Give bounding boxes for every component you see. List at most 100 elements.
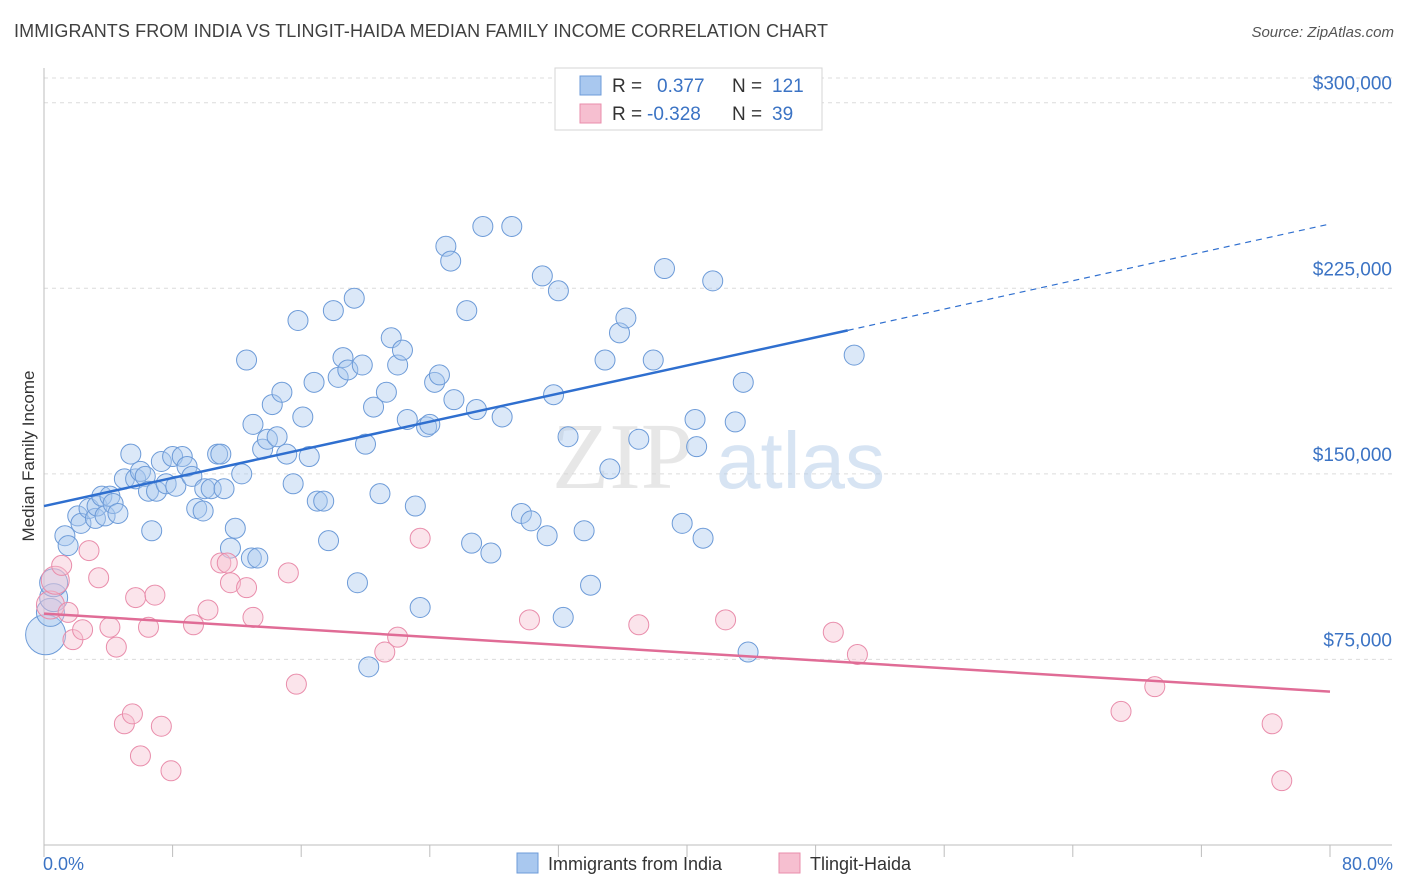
y-tick-label: $225,000 (1313, 259, 1392, 280)
point-india (213, 478, 235, 500)
point-tlingit (219, 572, 241, 594)
point-india (671, 512, 693, 534)
point-tlingit (285, 673, 307, 695)
legend-tlingit-n-value: 39 (772, 104, 793, 125)
legend-tlingit-n-label: N = (732, 104, 762, 125)
point-india (240, 547, 262, 569)
legend-india-r-label: R = (612, 76, 642, 97)
point-tlingit (242, 606, 264, 628)
point-india (375, 381, 397, 403)
point-india (346, 572, 368, 594)
chart-title: IMMIGRANTS FROM INDIA VS TLINGIT-HAIDA M… (14, 21, 829, 41)
point-india (94, 505, 116, 527)
point-india (520, 510, 542, 532)
watermark-atlas: atlas (716, 416, 885, 505)
point-india (242, 413, 264, 435)
point-tlingit (822, 621, 844, 643)
legend-india-n-label: N = (732, 76, 762, 97)
point-india (200, 478, 222, 500)
point-india (599, 458, 621, 480)
point-india (573, 520, 595, 542)
point-tlingit (236, 577, 258, 599)
point-india (358, 656, 380, 678)
legend-swatch-tlingit (579, 103, 602, 124)
point-india (318, 530, 340, 552)
point-india (303, 371, 325, 393)
point-india (332, 347, 354, 369)
point-india (141, 520, 163, 542)
point-india (547, 280, 569, 302)
point-india (369, 483, 391, 505)
point-tlingit (846, 643, 868, 665)
point-tlingit (387, 626, 409, 648)
point-tlingit (277, 562, 299, 584)
point-india (194, 478, 216, 500)
point-india (322, 300, 344, 322)
point-india (355, 433, 376, 455)
point-india (351, 354, 373, 376)
point-india (552, 606, 574, 628)
point-india (480, 542, 502, 564)
point-tlingit (35, 590, 65, 620)
point-tlingit (1261, 713, 1283, 735)
point-tlingit (197, 599, 219, 621)
point-india (171, 446, 193, 468)
watermark-zip: ZIP (552, 405, 693, 509)
point-india (615, 307, 637, 329)
legend-stats-box: R = 0.377 N = 121 R = -0.328 N = 39 (554, 67, 823, 131)
point-tlingit (78, 540, 100, 562)
point-india (282, 473, 304, 495)
point-india (176, 455, 198, 477)
y-tick-label: $150,000 (1313, 445, 1392, 466)
point-tlingit (129, 745, 151, 767)
point-tlingit (518, 609, 540, 631)
point-india (653, 258, 675, 280)
point-tlingit (628, 614, 650, 636)
point-india (210, 443, 232, 465)
point-tlingit (88, 567, 110, 589)
point-tlingit (150, 715, 172, 737)
point-india (684, 408, 706, 430)
point-tlingit (99, 616, 121, 638)
point-india (266, 426, 288, 448)
point-india (313, 490, 335, 512)
legend-bottom-swatch-tlingit (778, 852, 801, 874)
point-india (501, 215, 523, 237)
point-india (247, 547, 269, 569)
point-tlingit (160, 760, 182, 782)
legend-india-n-value: 121 (772, 76, 804, 97)
point-india (271, 381, 293, 403)
legend-tlingit-r-value: -0.328 (647, 104, 701, 125)
point-india (409, 596, 431, 618)
point-india (580, 574, 602, 596)
point-india (491, 406, 513, 428)
chart-source: Source: ZipAtlas.com (1251, 24, 1394, 41)
point-india (732, 371, 754, 393)
legend-tlingit-r-label: R = (612, 104, 642, 125)
point-india (39, 583, 69, 613)
point-india (292, 406, 314, 428)
point-india (440, 250, 462, 272)
point-india (557, 426, 579, 448)
trend-line-tlingit (43, 612, 1331, 693)
legend-bottom: Immigrants from India Tlingit-Haida (516, 852, 912, 874)
x-tick-label-0: 0.0% (43, 854, 84, 874)
point-tlingit (374, 641, 396, 663)
point-india (443, 389, 465, 411)
point-india (428, 364, 450, 386)
point-india (642, 349, 664, 371)
legend-bottom-tlingit-label: Tlingit-Haida (810, 854, 912, 874)
point-tlingit (1110, 700, 1132, 722)
point-india (102, 493, 124, 515)
point-india (531, 265, 553, 287)
trend-extension-india (847, 223, 1331, 331)
legend-india-r-value: 0.377 (657, 76, 705, 97)
point-tlingit (144, 584, 166, 606)
point-india (298, 446, 320, 468)
point-tlingit (72, 619, 94, 641)
point-india (461, 532, 483, 554)
point-tlingit (57, 601, 79, 623)
point-tlingit (121, 703, 143, 725)
point-tlingit (216, 552, 238, 574)
point-india (594, 349, 616, 371)
